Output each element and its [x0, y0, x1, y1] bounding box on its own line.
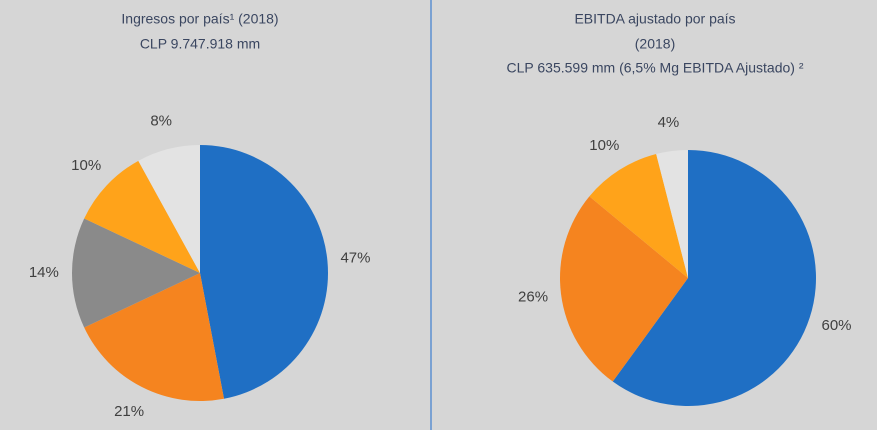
- data-label: 4%: [658, 114, 680, 131]
- data-label: 47%: [340, 249, 370, 266]
- chart-title: EBITDA ajustado por país: [574, 11, 735, 27]
- data-label: 21%: [114, 403, 144, 420]
- data-label: 10%: [589, 137, 619, 154]
- data-label: 26%: [518, 289, 548, 306]
- pie-slice: [84, 160, 200, 273]
- pie-slice: [612, 150, 816, 406]
- data-label: 8%: [150, 113, 172, 130]
- pie-slice: [138, 145, 200, 273]
- pie-slice: [72, 218, 200, 328]
- pie-slice: [589, 154, 688, 278]
- pie-slice: [560, 196, 688, 382]
- data-label: 14%: [29, 264, 59, 281]
- data-label: 10%: [71, 157, 101, 174]
- chart-subtitle: CLP 635.599 mm (6,5% Mg EBITDA Ajustado)…: [507, 60, 804, 76]
- chart-subtitle: (2018): [635, 36, 675, 52]
- pie-slice: [200, 145, 328, 399]
- chart-title: Ingresos por país¹ (2018): [121, 11, 278, 27]
- pie-slice: [84, 273, 224, 401]
- pie-slice: [656, 150, 688, 278]
- data-label: 60%: [822, 317, 852, 334]
- chart-subtitle: CLP 9.747.918 mm: [140, 36, 260, 52]
